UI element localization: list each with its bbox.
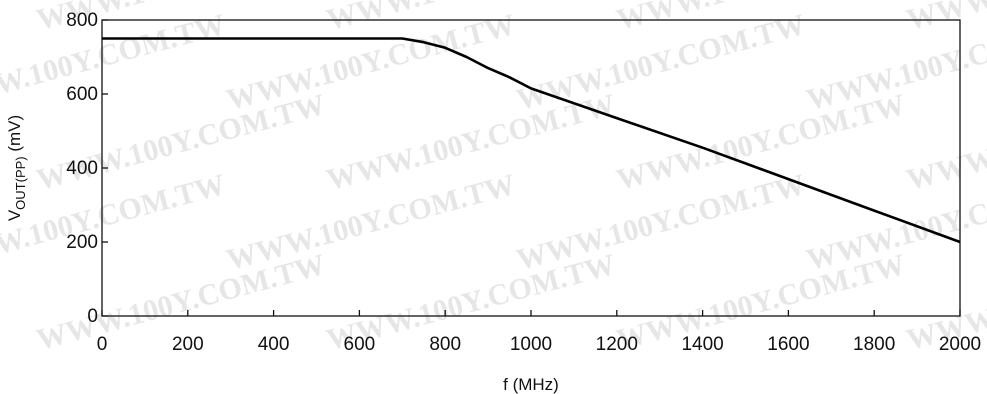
x-tick-label: 1800 (853, 334, 895, 355)
y-tick-label: 600 (66, 84, 98, 105)
x-tick-label: 1200 (596, 334, 638, 355)
x-tick-label: 400 (258, 334, 290, 355)
y-tick-label: 400 (66, 158, 98, 179)
y-axis-title-unit: (mV) (5, 115, 24, 157)
x-tick-label: 1600 (767, 334, 809, 355)
y-tick-label: 0 (87, 306, 98, 327)
y-tick-label: 200 (66, 232, 98, 253)
y-tick-label: 800 (66, 10, 98, 31)
watermark-text: WWW.100Y.COM.TW (0, 168, 229, 277)
watermark-text: WWW.100Y.COM.TW (0, 8, 229, 117)
watermark-layer: WWW.100Y.COM.TW WWW.100Y.COM.TW WWW.100Y.C… (0, 0, 987, 357)
x-tick-label: 1400 (681, 334, 723, 355)
x-tick-label: 600 (344, 334, 376, 355)
x-axis-ticks: 0 200 400 600 800 1000 1200 1400 1600 1800 2000 (97, 310, 981, 355)
x-axis-title: f (MHz) (503, 375, 559, 394)
y-axis-title: VOUT(PP) (mV) (5, 115, 28, 221)
x-tick-label: 0 (97, 334, 108, 355)
y-axis-title-subscript: OUT(PP) (13, 156, 28, 209)
y-axis-ticks: 0 200 400 600 800 (66, 10, 108, 327)
series-line (102, 37, 961, 244)
x-tick-label: 800 (429, 334, 461, 355)
y-axis-title-base: V (5, 209, 24, 221)
x-tick-label: 200 (172, 334, 204, 355)
x-tick-label: 1000 (510, 334, 552, 355)
series-layer (102, 37, 961, 244)
x-tick-label: 2000 (939, 334, 981, 355)
watermark-text: WWW.100Y.COM.TW (903, 0, 987, 37)
watermark-text: WWW.100Y.COM.TW (903, 88, 987, 197)
